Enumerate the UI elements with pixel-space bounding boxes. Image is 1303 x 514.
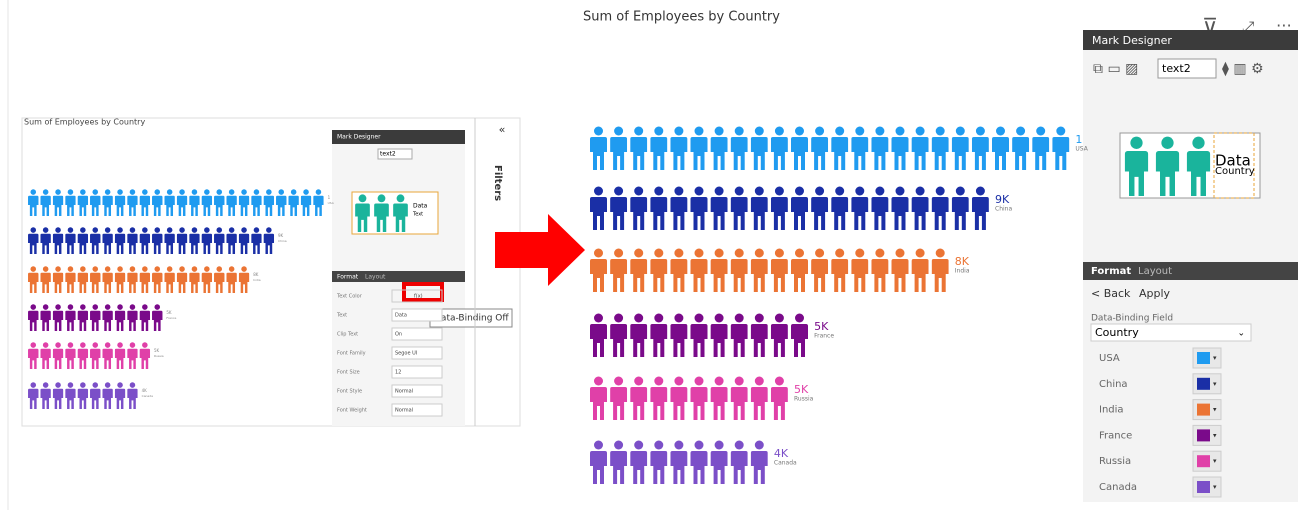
thumb-row-label: 9K bbox=[278, 233, 284, 238]
md-title: Mark Designer bbox=[1092, 34, 1172, 47]
thumb-preview-sub: Text bbox=[412, 212, 423, 218]
thumb-row-category: France bbox=[166, 316, 176, 320]
color-caret: ▾ bbox=[1213, 406, 1217, 414]
thumb-field-value: f(x) bbox=[414, 294, 423, 300]
color-swatch bbox=[1197, 377, 1210, 390]
thumb-panel-header bbox=[332, 130, 465, 144]
thumb-row-category: China bbox=[278, 239, 287, 243]
thumb-field-box[interactable] bbox=[391, 289, 443, 303]
color-swatch bbox=[1197, 403, 1210, 416]
thumb-field-label: Font Weight bbox=[337, 408, 367, 414]
row-label: 5K bbox=[814, 320, 829, 333]
thumb-panel-title: Mark Designer bbox=[337, 134, 381, 141]
color-caret: ▾ bbox=[1213, 354, 1217, 362]
color-swatch bbox=[1197, 352, 1210, 364]
thumb-field-box[interactable] bbox=[391, 403, 443, 417]
thumb-field-label: Text bbox=[336, 313, 347, 319]
visual-title: Sum of Employees by Country bbox=[583, 10, 780, 25]
thumb-tab: Format bbox=[337, 274, 359, 281]
md-field-select[interactable] bbox=[1090, 323, 1252, 342]
color-name: USA bbox=[1099, 353, 1120, 364]
color-swatch bbox=[1197, 481, 1210, 493]
thumb-select bbox=[377, 148, 413, 160]
row-category: Canada bbox=[774, 460, 797, 467]
thumb-select-text: text2 bbox=[380, 151, 396, 158]
md-header bbox=[1083, 30, 1298, 50]
thumb-tab: Layout bbox=[365, 274, 386, 281]
md-tab[interactable]: Layout bbox=[1138, 266, 1172, 277]
color-name: Canada bbox=[1099, 482, 1137, 493]
thumb-field-label: Text Color bbox=[336, 294, 363, 300]
tooltip-text: Data-Binding Off bbox=[434, 314, 509, 324]
thumb-field-value: Normal bbox=[395, 408, 413, 414]
thumb-row-category: Russia bbox=[154, 354, 164, 358]
thumb-field-value: On bbox=[395, 332, 402, 338]
thumb-tabs bbox=[332, 271, 465, 282]
row-label: 4K bbox=[774, 447, 789, 460]
color-name: China bbox=[1099, 379, 1128, 390]
thumb-field-label: Clip Text bbox=[337, 332, 358, 338]
md-preview-text: Data bbox=[1215, 152, 1251, 170]
md-preview-text-box bbox=[1213, 132, 1255, 199]
thumb-row-label: 1 bbox=[328, 195, 331, 200]
md-select[interactable] bbox=[1157, 58, 1217, 79]
thumb-field-box[interactable] bbox=[391, 365, 443, 379]
thumb-title: Sum of Employees by Country bbox=[24, 118, 145, 127]
thumb-field-box[interactable] bbox=[391, 308, 443, 322]
thumb-row-label: 5K bbox=[166, 310, 172, 315]
color-name: Russia bbox=[1099, 456, 1131, 467]
arrow bbox=[495, 214, 585, 286]
md-caret: ⌄ bbox=[1237, 329, 1245, 339]
color-caret: ▾ bbox=[1213, 431, 1217, 439]
color-swatch bbox=[1197, 429, 1210, 442]
thumb-field-box[interactable] bbox=[391, 384, 443, 398]
thumb-preview-text: Data bbox=[413, 203, 428, 210]
thumb-row-category: Canada bbox=[142, 394, 154, 398]
color-caret: ▾ bbox=[1213, 457, 1217, 465]
thumb-field-value: 12 bbox=[395, 370, 401, 376]
color-name: France bbox=[1099, 430, 1132, 441]
row-category: France bbox=[814, 333, 834, 340]
thumb-row-label: 4K bbox=[142, 388, 148, 393]
color-caret: ▾ bbox=[1213, 380, 1217, 388]
thumb-field-value: Segoe UI bbox=[395, 351, 417, 357]
md-field-label: Data-Binding Field bbox=[1091, 314, 1173, 324]
md-select-text: text2 bbox=[1162, 62, 1191, 75]
row-label: 5K bbox=[794, 383, 809, 396]
row-category: China bbox=[995, 206, 1012, 213]
filters-label[interactable]: Filters bbox=[492, 165, 503, 201]
row-category: USA bbox=[1075, 146, 1088, 153]
thumb-row-label: 5K bbox=[154, 348, 160, 353]
md-toolbar-icons2[interactable]: ⧫ ▥ ⚙ bbox=[1222, 61, 1264, 77]
row-label: 9K bbox=[995, 193, 1010, 206]
row-category: Russia bbox=[794, 396, 814, 403]
row-category: India bbox=[955, 268, 970, 275]
md-toolbar-icons[interactable]: ⧉ ▭ ▨ bbox=[1093, 61, 1138, 77]
collapse-icon[interactable]: « bbox=[499, 123, 506, 136]
thumb-row-category: USA bbox=[328, 201, 335, 205]
md-field-value: Country bbox=[1095, 326, 1139, 339]
md-preview-sub: Country bbox=[1215, 166, 1255, 177]
md-tabs bbox=[1083, 262, 1298, 280]
md-tab[interactable]: Format bbox=[1091, 266, 1131, 277]
thumb-field-value: Normal bbox=[395, 389, 413, 395]
more-icon[interactable]: ⋯ bbox=[1276, 16, 1292, 35]
thumb-field-label: Font Size bbox=[337, 370, 360, 376]
md-back[interactable]: < Back bbox=[1091, 287, 1131, 300]
thumb-field-value: Data bbox=[395, 313, 407, 319]
md-apply[interactable]: Apply bbox=[1139, 287, 1171, 300]
thumb-row-category: India bbox=[253, 278, 261, 282]
thumb-field-box[interactable] bbox=[391, 346, 443, 360]
thumb-field-box[interactable] bbox=[391, 327, 443, 341]
row-label: 8K bbox=[955, 255, 970, 268]
color-name: India bbox=[1099, 405, 1124, 416]
row-label: 1 bbox=[1075, 133, 1082, 146]
color-swatch bbox=[1197, 455, 1210, 468]
color-caret: ▾ bbox=[1213, 483, 1217, 491]
thumb-field-label: Font Style bbox=[337, 389, 362, 395]
thumb-row-label: 8K bbox=[253, 272, 259, 277]
thumb-field-label: Font Family bbox=[337, 351, 366, 357]
